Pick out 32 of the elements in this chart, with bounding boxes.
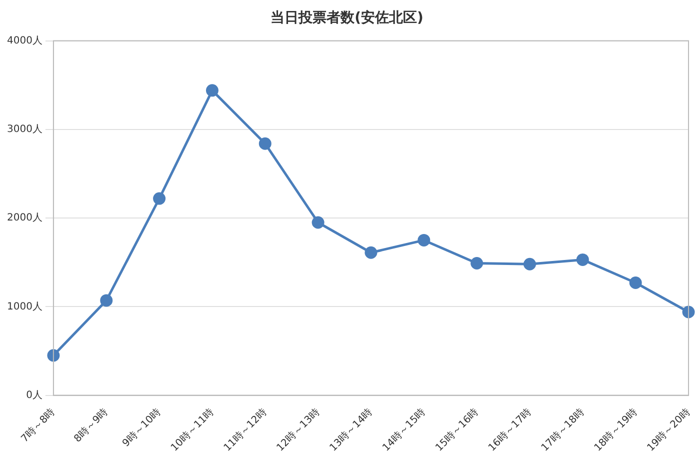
x-tick-label: 18時～19時 xyxy=(592,406,640,454)
point xyxy=(47,349,60,362)
x-tick-label: 14時～15時 xyxy=(380,406,428,454)
point xyxy=(206,84,218,97)
x-tick-label: 9時～10時 xyxy=(120,406,164,450)
x-tick-label: 10時～11時 xyxy=(168,406,216,454)
y-tick-label: 0人 xyxy=(26,390,42,401)
point xyxy=(258,137,272,150)
y-tick-label: 1000人 xyxy=(6,301,42,312)
point xyxy=(312,216,324,229)
point xyxy=(682,306,695,318)
x-tick-label: 8時～9時 xyxy=(72,406,110,445)
point xyxy=(629,276,642,289)
x-tick-label: 11時～12時 xyxy=(221,406,270,454)
x-tick-label: 16時～17時 xyxy=(486,406,534,454)
x-tick-label: 19時～20時 xyxy=(644,406,692,454)
point xyxy=(364,246,378,259)
y-tick-label: 3000人 xyxy=(6,124,42,136)
x-tick-label: 15時～16時 xyxy=(433,406,481,454)
y-tick-label: 2000人 xyxy=(6,212,42,224)
x-tick-label: 13時～14時 xyxy=(327,406,375,454)
point xyxy=(153,192,166,205)
point xyxy=(418,234,430,246)
chart-title: 当日投票者数(安佐北区) xyxy=(270,9,424,26)
point xyxy=(524,258,536,270)
x-tick-label: 17時～18時 xyxy=(538,406,587,454)
x-tick-label: 12時～13時 xyxy=(274,406,322,454)
point xyxy=(576,253,589,266)
point xyxy=(100,294,113,307)
y-tick-label: 4000人 xyxy=(6,35,42,46)
x-tick-label: 7時～8時 xyxy=(18,406,58,445)
point xyxy=(470,257,484,270)
